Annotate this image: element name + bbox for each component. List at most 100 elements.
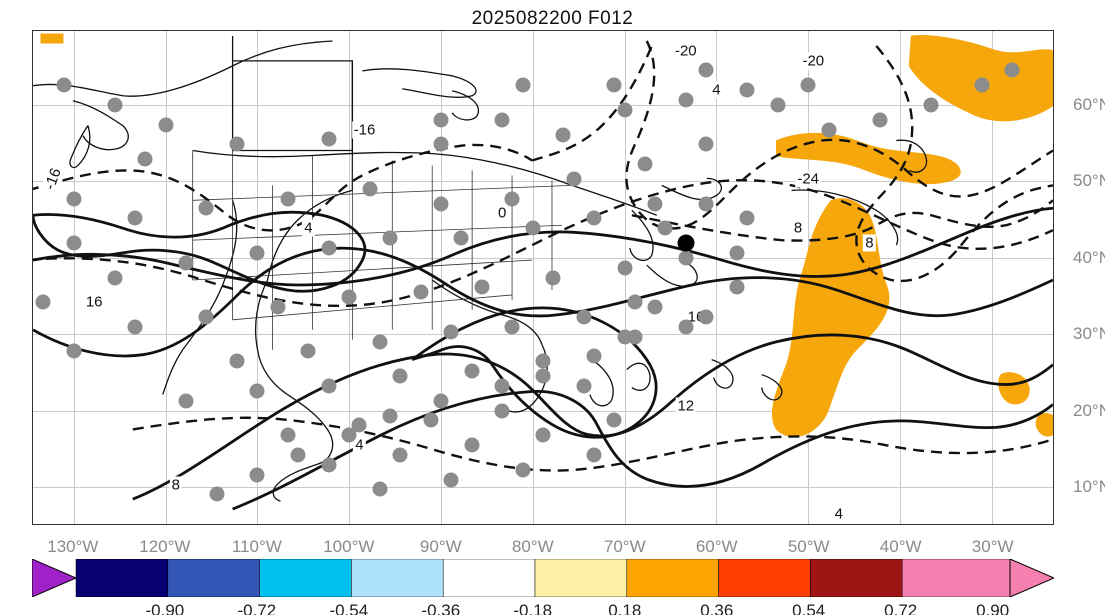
- station-marker[interactable]: [158, 117, 173, 132]
- station-marker[interactable]: [617, 260, 632, 275]
- highlighted-station-marker[interactable]: [677, 234, 694, 251]
- station-marker[interactable]: [525, 221, 540, 236]
- station-marker[interactable]: [699, 137, 714, 152]
- station-marker[interactable]: [434, 112, 449, 127]
- station-marker[interactable]: [699, 63, 714, 78]
- station-marker[interactable]: [393, 447, 408, 462]
- station-marker[interactable]: [740, 83, 755, 98]
- station-marker[interactable]: [250, 383, 265, 398]
- station-marker[interactable]: [179, 393, 194, 408]
- station-marker[interactable]: [729, 245, 744, 260]
- station-marker[interactable]: [444, 472, 459, 487]
- station-marker[interactable]: [128, 319, 143, 334]
- station-marker[interactable]: [648, 300, 663, 315]
- station-marker[interactable]: [66, 235, 81, 250]
- station-marker[interactable]: [107, 270, 122, 285]
- station-marker[interactable]: [505, 319, 520, 334]
- station-marker[interactable]: [66, 191, 81, 206]
- station-marker[interactable]: [566, 171, 581, 186]
- station-marker[interactable]: [464, 438, 479, 453]
- station-marker[interactable]: [199, 309, 214, 324]
- station-marker[interactable]: [383, 408, 398, 423]
- station-marker[interactable]: [464, 364, 479, 379]
- station-marker[interactable]: [107, 97, 122, 112]
- station-marker[interactable]: [923, 97, 938, 112]
- station-marker[interactable]: [495, 112, 510, 127]
- station-marker[interactable]: [270, 300, 285, 315]
- station-marker[interactable]: [128, 211, 143, 226]
- station-marker[interactable]: [821, 122, 836, 137]
- station-marker[interactable]: [474, 280, 489, 295]
- station-marker[interactable]: [56, 78, 71, 93]
- station-marker[interactable]: [434, 137, 449, 152]
- station-marker[interactable]: [434, 196, 449, 211]
- station-marker[interactable]: [250, 245, 265, 260]
- station-marker[interactable]: [627, 329, 642, 344]
- station-marker[interactable]: [729, 280, 744, 295]
- station-marker[interactable]: [342, 428, 357, 443]
- station-marker[interactable]: [281, 428, 296, 443]
- station-marker[interactable]: [587, 211, 602, 226]
- station-marker[interactable]: [536, 354, 551, 369]
- station-marker[interactable]: [36, 295, 51, 310]
- station-marker[interactable]: [179, 255, 194, 270]
- station-marker[interactable]: [587, 447, 602, 462]
- station-marker[interactable]: [393, 369, 408, 384]
- station-marker[interactable]: [678, 319, 693, 334]
- station-marker[interactable]: [638, 157, 653, 172]
- station-marker[interactable]: [576, 309, 591, 324]
- station-marker[interactable]: [801, 78, 816, 93]
- station-marker[interactable]: [454, 231, 469, 246]
- station-marker[interactable]: [1005, 63, 1020, 78]
- station-marker[interactable]: [648, 196, 663, 211]
- station-marker[interactable]: [872, 112, 887, 127]
- station-marker[interactable]: [607, 78, 622, 93]
- station-marker[interactable]: [770, 97, 785, 112]
- station-marker[interactable]: [505, 191, 520, 206]
- station-marker[interactable]: [423, 413, 438, 428]
- station-marker[interactable]: [627, 295, 642, 310]
- station-marker[interactable]: [301, 344, 316, 359]
- station-marker[interactable]: [138, 152, 153, 167]
- station-marker[interactable]: [607, 413, 622, 428]
- station-marker[interactable]: [587, 349, 602, 364]
- station-marker[interactable]: [515, 462, 530, 477]
- station-marker[interactable]: [678, 93, 693, 108]
- station-marker[interactable]: [291, 447, 306, 462]
- station-marker[interactable]: [434, 393, 449, 408]
- station-marker[interactable]: [321, 378, 336, 393]
- station-marker[interactable]: [546, 270, 561, 285]
- station-marker[interactable]: [617, 102, 632, 117]
- station-marker[interactable]: [515, 78, 530, 93]
- station-marker[interactable]: [342, 290, 357, 305]
- station-marker[interactable]: [372, 482, 387, 497]
- station-marker[interactable]: [678, 250, 693, 265]
- station-marker[interactable]: [321, 240, 336, 255]
- station-marker[interactable]: [209, 487, 224, 502]
- station-marker[interactable]: [536, 369, 551, 384]
- station-marker[interactable]: [658, 221, 673, 236]
- station-marker[interactable]: [444, 324, 459, 339]
- station-marker[interactable]: [413, 285, 428, 300]
- colorbar-scale[interactable]: [32, 559, 1054, 597]
- station-marker[interactable]: [740, 211, 755, 226]
- station-marker[interactable]: [383, 231, 398, 246]
- station-marker[interactable]: [230, 137, 245, 152]
- station-marker[interactable]: [974, 78, 989, 93]
- station-marker[interactable]: [495, 378, 510, 393]
- station-marker[interactable]: [66, 344, 81, 359]
- station-marker[interactable]: [372, 334, 387, 349]
- station-marker[interactable]: [699, 196, 714, 211]
- station-marker[interactable]: [536, 428, 551, 443]
- station-marker[interactable]: [250, 467, 265, 482]
- station-marker[interactable]: [576, 378, 591, 393]
- station-marker[interactable]: [699, 309, 714, 324]
- station-marker[interactable]: [199, 201, 214, 216]
- station-marker[interactable]: [321, 457, 336, 472]
- station-marker[interactable]: [321, 132, 336, 147]
- station-marker[interactable]: [230, 354, 245, 369]
- station-marker[interactable]: [495, 403, 510, 418]
- station-marker[interactable]: [281, 191, 296, 206]
- station-marker[interactable]: [362, 181, 377, 196]
- station-marker[interactable]: [556, 127, 571, 142]
